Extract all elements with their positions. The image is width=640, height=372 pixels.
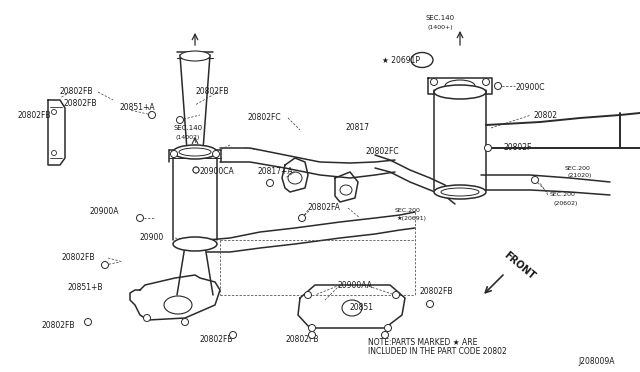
- Text: 20817+A: 20817+A: [258, 167, 294, 176]
- Circle shape: [193, 167, 199, 173]
- Text: SEC.200: SEC.200: [565, 166, 591, 170]
- Circle shape: [148, 112, 156, 119]
- Circle shape: [193, 167, 199, 173]
- Ellipse shape: [445, 80, 475, 92]
- Text: NOTE:PARTS MARKED ★ ARE: NOTE:PARTS MARKED ★ ARE: [368, 337, 477, 346]
- Text: 20851+A: 20851+A: [120, 103, 156, 112]
- Text: ★(20691): ★(20691): [397, 215, 427, 221]
- Text: 20900: 20900: [140, 234, 164, 243]
- Ellipse shape: [434, 85, 486, 99]
- Circle shape: [431, 78, 438, 86]
- Circle shape: [177, 116, 184, 124]
- Circle shape: [426, 301, 433, 308]
- Circle shape: [182, 318, 189, 326]
- Circle shape: [531, 176, 538, 183]
- Ellipse shape: [411, 52, 433, 67]
- Text: 20817: 20817: [345, 124, 369, 132]
- Text: FRONT: FRONT: [502, 250, 537, 282]
- Text: 20851+B: 20851+B: [68, 283, 104, 292]
- Text: 20900AA: 20900AA: [338, 280, 373, 289]
- Text: 20802FB: 20802FB: [285, 336, 319, 344]
- Ellipse shape: [342, 300, 362, 316]
- Ellipse shape: [340, 185, 352, 195]
- Text: 20802FB: 20802FB: [195, 87, 228, 96]
- Text: 20802FB: 20802FB: [18, 110, 51, 119]
- Text: 20802FB: 20802FB: [60, 87, 93, 96]
- Ellipse shape: [180, 51, 210, 61]
- Text: 20802FC: 20802FC: [365, 148, 399, 157]
- Circle shape: [392, 292, 399, 298]
- Circle shape: [170, 151, 177, 157]
- Text: 20802F: 20802F: [503, 144, 531, 153]
- Ellipse shape: [173, 145, 217, 159]
- Text: (1400+): (1400+): [427, 25, 453, 29]
- Text: 20900C: 20900C: [516, 83, 545, 92]
- Text: 20851: 20851: [350, 304, 374, 312]
- Text: SEC.140: SEC.140: [173, 125, 202, 131]
- Text: (14002): (14002): [175, 135, 200, 140]
- Ellipse shape: [173, 237, 217, 251]
- Circle shape: [230, 331, 237, 339]
- Text: 20802FB: 20802FB: [420, 288, 454, 296]
- Text: SEC.200: SEC.200: [395, 208, 421, 212]
- Text: INCLUDED IN THE PART CODE 20802: INCLUDED IN THE PART CODE 20802: [368, 347, 507, 356]
- Circle shape: [483, 78, 490, 86]
- Text: SEC.140: SEC.140: [426, 15, 454, 21]
- Circle shape: [266, 180, 273, 186]
- Text: 20802FA: 20802FA: [308, 203, 341, 212]
- Ellipse shape: [164, 296, 192, 314]
- Text: 20802: 20802: [533, 110, 557, 119]
- Circle shape: [51, 109, 56, 115]
- Text: 20900A: 20900A: [90, 208, 120, 217]
- Circle shape: [298, 215, 305, 221]
- Text: 20900CA: 20900CA: [200, 167, 235, 176]
- Circle shape: [381, 331, 388, 339]
- Text: ★ 20691P: ★ 20691P: [382, 55, 420, 64]
- Ellipse shape: [179, 148, 211, 156]
- Text: 20802FB: 20802FB: [64, 99, 97, 108]
- Text: 20802FB: 20802FB: [42, 321, 76, 330]
- Text: (21020): (21020): [568, 173, 593, 179]
- Ellipse shape: [434, 185, 486, 199]
- Circle shape: [385, 324, 392, 331]
- Text: SEC.200: SEC.200: [550, 192, 576, 198]
- Text: 20802FB: 20802FB: [62, 253, 95, 263]
- Text: (20602): (20602): [554, 201, 579, 205]
- Circle shape: [212, 151, 220, 157]
- Circle shape: [305, 292, 312, 298]
- Circle shape: [308, 331, 316, 339]
- Circle shape: [484, 144, 492, 151]
- Ellipse shape: [441, 188, 479, 196]
- Text: 20802FB: 20802FB: [200, 336, 234, 344]
- Text: J208009A: J208009A: [579, 357, 615, 366]
- Circle shape: [308, 324, 316, 331]
- Text: 20802FC: 20802FC: [248, 113, 282, 122]
- Circle shape: [51, 151, 56, 155]
- Circle shape: [495, 83, 502, 90]
- Circle shape: [84, 318, 92, 326]
- Circle shape: [136, 215, 143, 221]
- Circle shape: [102, 262, 109, 269]
- Ellipse shape: [288, 172, 302, 184]
- Circle shape: [143, 314, 150, 321]
